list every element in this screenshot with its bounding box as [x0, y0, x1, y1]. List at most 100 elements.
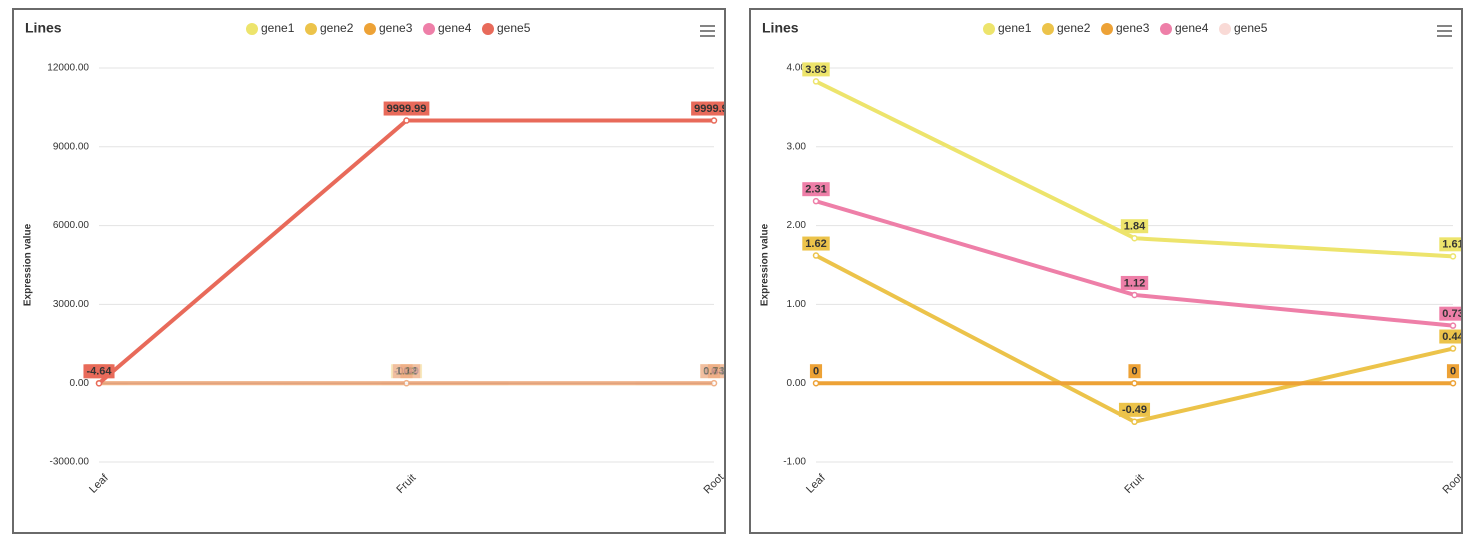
data-label-bg [392, 364, 421, 379]
y-tick-label: 0.00 [787, 378, 807, 389]
y-tick-label: 3000.00 [53, 299, 90, 310]
data-label: 2.31 [805, 184, 826, 196]
legend-label: gene2 [1057, 21, 1091, 35]
point [1449, 322, 1457, 329]
data-label-bg [400, 364, 413, 379]
x-tick-label: Root [701, 471, 724, 496]
legend-label: gene1 [261, 21, 295, 35]
data-label-bg [1120, 219, 1149, 234]
legend-dot [1160, 23, 1172, 35]
y-tick-label: 0.00 [70, 378, 90, 389]
data-label-bg [83, 364, 115, 379]
data-label: 3.83 [805, 64, 826, 76]
y-tick-label: 2.00 [787, 220, 807, 231]
data-label: -0.49 [1122, 404, 1147, 416]
point [812, 78, 820, 85]
point [1449, 379, 1457, 387]
data-label-bg [1120, 275, 1149, 290]
legend-label: gene3 [379, 21, 413, 35]
legend-dot [305, 23, 317, 35]
x-tick-label: Leaf [804, 471, 828, 495]
legend-dot [1042, 23, 1054, 35]
data-label: 0 [711, 366, 717, 378]
x-tick-label: Root [1440, 471, 1461, 496]
data-label: 0 [403, 366, 409, 378]
series: 2.311.120.73 [85, 364, 724, 387]
point [403, 379, 410, 387]
point [403, 117, 410, 124]
data-label: 1.12 [396, 366, 417, 378]
series: 2.31 1.12 0.73 [802, 182, 1461, 329]
data-label-bg [390, 364, 423, 379]
data-label: 0.44 [1442, 331, 1461, 343]
data-label-bg [700, 364, 724, 379]
y-tick-label: 9000.00 [53, 141, 90, 152]
legend-label: gene4 [1175, 21, 1209, 35]
data-label: 9999.99 [694, 103, 724, 115]
point [710, 379, 718, 387]
chart-title: Lines [762, 20, 799, 36]
data-label-bg [383, 101, 430, 116]
point [1131, 379, 1138, 387]
point [1131, 291, 1138, 299]
data-label-bg [1439, 329, 1461, 344]
legend-dot [1219, 23, 1231, 35]
data-label: 9999.99 [387, 103, 427, 115]
legend-dot [364, 23, 376, 35]
chart-panel: Lines Expression value gene1 gene2 gene3 gene… [749, 8, 1463, 534]
data-label-bg [707, 364, 721, 379]
data-label: 1.84 [1124, 221, 1146, 233]
point [1449, 253, 1457, 260]
data-label: 0 [813, 366, 819, 378]
data-label-bg [802, 236, 830, 251]
data-label-bg [700, 364, 724, 379]
y-tick-label: 1.00 [787, 299, 807, 310]
data-label: -0.49 [394, 366, 419, 378]
point [710, 379, 718, 387]
data-label-bg [1118, 402, 1151, 417]
y-tick-label: 6000.00 [53, 220, 90, 231]
point [403, 379, 410, 387]
data-label: 0.73 [1442, 308, 1461, 320]
data-label-bg [802, 182, 830, 197]
data-label: 1.84 [396, 366, 418, 378]
data-label-bg [1128, 364, 1141, 379]
data-label-bg [802, 62, 830, 77]
y-tick-label: 12000.00 [47, 63, 89, 74]
x-tick-label: Fruit [394, 472, 418, 496]
point [403, 379, 410, 387]
data-label: 1.61 [1442, 239, 1461, 251]
legend-dot [482, 23, 494, 35]
point [812, 379, 820, 387]
y-axis-label: Expression value [760, 223, 771, 306]
data-label-bg [1439, 237, 1461, 252]
point [1131, 234, 1138, 242]
y-tick-label: 4.00 [787, 63, 807, 74]
data-label-bg [1446, 364, 1460, 379]
legend-label: gene2 [320, 21, 354, 35]
data-label: -4.64 [86, 366, 112, 378]
point [710, 379, 718, 387]
x-tick-label: Leaf [87, 471, 111, 495]
point [95, 380, 103, 387]
chart: Lines Expression value gene1 gene2 gene3 gene… [23, 20, 724, 496]
data-label: 1.61 [703, 366, 724, 378]
point [710, 379, 718, 387]
chart: Lines Expression value gene1 gene2 gene3 gene… [760, 20, 1461, 496]
line [97, 118, 714, 385]
y-tick-label: -3000.00 [50, 457, 90, 468]
data-label-bg [691, 101, 724, 116]
series: 000 [92, 364, 721, 387]
chart-title: Lines [25, 20, 62, 36]
legend-label: gene5 [497, 21, 531, 35]
series: -4.64 9999.99 9999.99 [83, 101, 724, 387]
data-label: 0.73 [703, 366, 724, 378]
data-label: 1.12 [1124, 277, 1145, 289]
y-axis-label: Expression value [23, 223, 34, 306]
legend-label: gene3 [1116, 21, 1150, 35]
point [710, 117, 718, 124]
x-tick-label: Fruit [1122, 472, 1146, 496]
point [1131, 418, 1138, 426]
data-label-bg [1439, 306, 1461, 321]
